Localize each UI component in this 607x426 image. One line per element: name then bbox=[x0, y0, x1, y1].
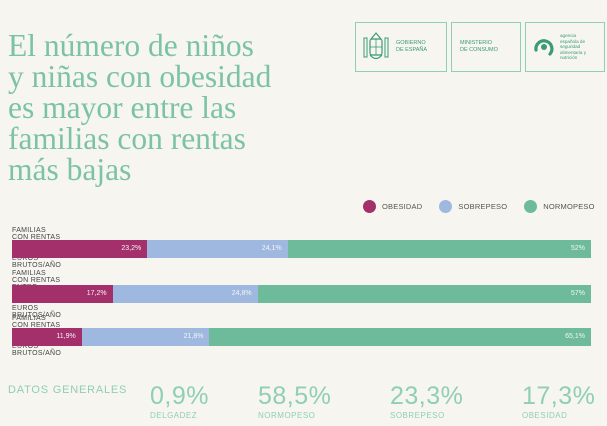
title-line: y niñas con obesidad bbox=[8, 59, 272, 94]
legend-label-normopeso: NORMOPESO bbox=[543, 202, 595, 211]
bar-value-label: 17,2% bbox=[86, 290, 107, 297]
ministerio-logo: MINISTERIO DE CONSUMO bbox=[451, 22, 521, 72]
bar-segment-obesidad: 23,2% bbox=[12, 240, 148, 258]
title-line: El número de niños bbox=[8, 28, 254, 63]
page-title: El número de niños y niñas con obesidad … bbox=[8, 28, 308, 187]
general-data-label: DATOS GENERALES bbox=[8, 384, 128, 396]
bar-value-label: 23,2% bbox=[121, 245, 142, 252]
bar-value-label: 57% bbox=[570, 290, 585, 297]
legend-label-sobrepeso: SOBREPESO bbox=[458, 202, 508, 211]
legend-dot-sobrepeso bbox=[439, 200, 453, 213]
bar-segment-normopeso: 52% bbox=[287, 240, 591, 258]
chart-legend: OBESIDAD SOBREPESO NORMOPESO bbox=[363, 200, 607, 213]
stat-value: 23,3% bbox=[390, 382, 464, 410]
bar-segment-sobrepeso: 24,8% bbox=[112, 285, 258, 303]
stat-label: OBESIDAD bbox=[522, 411, 568, 420]
stat-value: 58,5% bbox=[258, 382, 332, 410]
aesan-line-3: seguridad bbox=[560, 44, 581, 50]
gobierno-logo: GOBIERNO DE ESPAÑA bbox=[355, 22, 447, 72]
legend-sobrepeso: SOBREPESO bbox=[439, 200, 507, 213]
legend-dot-normopeso bbox=[524, 200, 538, 213]
stat-label: NORMOPESO bbox=[258, 411, 316, 420]
coat-of-arms-icon bbox=[363, 32, 389, 60]
ministerio-line-1: MINISTERIO bbox=[460, 40, 493, 46]
title-line: es mayor entre las bbox=[8, 90, 237, 125]
aesan-line-5: nutrición bbox=[560, 55, 578, 61]
aesan-icon bbox=[534, 39, 554, 56]
stat-label: DELGADEZ bbox=[150, 411, 198, 420]
stat-label: SOBREPESO bbox=[390, 411, 445, 420]
legend-obesidad: OBESIDAD bbox=[363, 200, 422, 213]
aesan-line-1: agencia bbox=[560, 33, 577, 39]
bar-value-label: 11,9% bbox=[56, 333, 76, 340]
aesan-line-4: alimentaria y bbox=[560, 49, 587, 55]
title-line: familias con rentas bbox=[8, 121, 246, 156]
bar-segment-sobrepeso: 21,8% bbox=[81, 328, 210, 346]
gobierno-line-2: DE ESPAÑA bbox=[396, 47, 428, 53]
bar-segment-normopeso: 57% bbox=[257, 285, 591, 303]
bar-segment-obesidad: 11,9% bbox=[12, 328, 82, 346]
bar-segment-obesidad: 17,2% bbox=[12, 285, 113, 303]
title-line: más bajas bbox=[8, 152, 132, 187]
stat-delgadez: 0,9% DELGADEZ bbox=[150, 382, 209, 421]
ministerio-line-2: DE CONSUMO bbox=[460, 47, 498, 53]
aesan-logo: agencia española de seguridad alimentari… bbox=[525, 22, 605, 72]
stat-sobrepeso: 23,3% SOBREPESO bbox=[390, 382, 464, 421]
bar-value-label: 24,1% bbox=[261, 245, 282, 252]
bar-segment-sobrepeso: 24,1% bbox=[147, 240, 288, 258]
stat-normopeso: 58,5% NORMOPESO bbox=[258, 382, 332, 421]
bar-value-label: 21,8% bbox=[183, 333, 204, 340]
bar-value-label: 65,1% bbox=[565, 333, 585, 340]
gobierno-line-1: GOBIERNO bbox=[396, 40, 426, 46]
legend-label-obesidad: OBESIDAD bbox=[382, 202, 423, 211]
logos: GOBIERNO DE ESPAÑA MINISTERIO DE CONSUMO… bbox=[355, 22, 607, 74]
stat-value: 17,3% bbox=[522, 382, 596, 410]
legend-dot-obesidad bbox=[363, 200, 376, 213]
stat-obesidad: 17,3% OBESIDAD bbox=[522, 382, 596, 421]
stat-value: 0,9% bbox=[150, 382, 209, 410]
bar-value-label: 52% bbox=[570, 245, 585, 252]
legend-normopeso: NORMOPESO bbox=[524, 200, 594, 213]
aesan-line-2: española de bbox=[560, 38, 586, 44]
bar-segment-normopeso: 65,1% bbox=[209, 328, 591, 346]
bar-value-label: 24,8% bbox=[231, 290, 252, 297]
